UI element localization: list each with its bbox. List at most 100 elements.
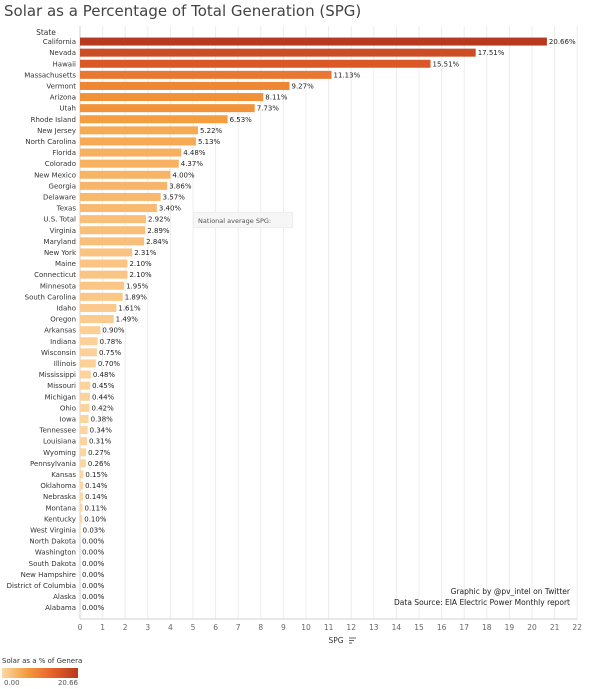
- x-tick-label: 9: [281, 623, 286, 632]
- bar: [80, 37, 547, 46]
- category-label: Oregon: [50, 316, 76, 324]
- category-label: Indiana: [50, 338, 76, 346]
- category-label: Nebraska: [43, 493, 76, 501]
- category-label: New Mexico: [34, 171, 76, 179]
- bar: [80, 470, 84, 479]
- data-label: 0.10%: [84, 515, 107, 523]
- data-label: 0.11%: [84, 504, 107, 512]
- category-label: North Carolina: [25, 138, 76, 146]
- bar: [80, 148, 182, 157]
- category-label: Nevada: [49, 49, 76, 57]
- data-label: 2.84%: [146, 238, 169, 246]
- x-tick-label: 0: [78, 623, 83, 632]
- data-label: 20.66%: [549, 38, 576, 46]
- category-label: South Dakota: [29, 560, 76, 568]
- category-label: Massachusetts: [24, 71, 76, 79]
- x-tick-label: 4: [168, 623, 173, 632]
- category-label: New Jersey: [37, 127, 76, 135]
- source-line: Data Source: EIA Electric Power Monthly …: [394, 598, 570, 607]
- data-label: 1.95%: [126, 282, 149, 290]
- category-label: Connecticut: [34, 271, 76, 279]
- grid-lines: [79, 26, 578, 619]
- category-label: Florida: [52, 149, 76, 157]
- bar: [80, 303, 117, 312]
- legend-title: Solar as a % of Generat..: [2, 657, 82, 665]
- bar: [80, 181, 168, 190]
- data-label: 0.90%: [102, 327, 125, 335]
- bar-chart: State California 20.66% Nevada 17.51% Hawaii…: [7, 26, 582, 645]
- category-label: Texas: [56, 205, 77, 213]
- bar: [80, 481, 84, 490]
- category-label: Arkansas: [44, 327, 76, 335]
- category-label: Kansas: [51, 471, 76, 479]
- category-label: North Dakota: [29, 538, 76, 546]
- category-label: California: [43, 38, 76, 46]
- data-label: 0.14%: [85, 482, 108, 490]
- category-label: Iowa: [60, 415, 76, 423]
- category-label: Alaska: [53, 593, 76, 601]
- data-label: 9.27%: [292, 82, 315, 90]
- data-label: 0.70%: [98, 360, 121, 368]
- category-label: Vermont: [46, 82, 76, 90]
- legend-min-label: 0.00: [4, 679, 20, 687]
- category-label: Alabama: [45, 604, 76, 612]
- category-label: Montana: [45, 504, 76, 512]
- chart-title: Solar as a Percentage of Total Generatio…: [4, 2, 362, 20]
- data-label: 0.00%: [82, 571, 105, 579]
- bar: [80, 137, 196, 146]
- bar: [80, 315, 114, 324]
- data-label: 5.13%: [198, 138, 221, 146]
- x-tick-label: 15: [414, 623, 424, 632]
- x-tick-label: 19: [505, 623, 515, 632]
- bar: [80, 326, 101, 335]
- data-label: 1.61%: [118, 304, 141, 312]
- data-label: 15.51%: [433, 60, 460, 68]
- bar: [80, 93, 264, 102]
- data-label: 0.31%: [89, 438, 112, 446]
- bar: [80, 492, 84, 501]
- data-label: 0.27%: [88, 449, 111, 457]
- bar: [80, 359, 96, 368]
- data-label: 5.22%: [200, 127, 223, 135]
- bar: [80, 237, 145, 246]
- category-label: Kentucky: [44, 515, 76, 523]
- bar: [80, 204, 157, 213]
- bar: [80, 270, 128, 279]
- x-axis-title: SPG: [328, 636, 343, 645]
- data-label: 0.44%: [92, 393, 115, 401]
- category-label: Hawaii: [53, 60, 77, 68]
- data-label: 1.89%: [125, 293, 148, 301]
- bar: [80, 392, 90, 401]
- bar: [80, 370, 91, 379]
- data-label: 8.11%: [265, 94, 288, 102]
- x-tick-label: 17: [459, 623, 469, 632]
- data-label: 0.34%: [90, 427, 113, 435]
- credit-line: Graphic by @pv_intel on Twitter: [450, 587, 570, 596]
- data-label: 2.89%: [147, 227, 170, 235]
- data-label: 17.51%: [478, 49, 505, 57]
- data-label: 1.49%: [116, 316, 139, 324]
- data-label: 0.00%: [82, 549, 105, 557]
- x-tick-label: 10: [301, 623, 311, 632]
- x-tick-label: 13: [369, 623, 379, 632]
- category-label: New Hampshire: [21, 571, 76, 579]
- bar: [80, 281, 125, 290]
- bar: [80, 59, 431, 68]
- bar: [80, 126, 198, 135]
- bar: [80, 81, 290, 90]
- category-label: Ohio: [60, 404, 76, 412]
- bar: [80, 192, 161, 201]
- category-label: Missouri: [47, 382, 76, 390]
- bar: [80, 159, 179, 168]
- category-label: West Virginia: [30, 526, 76, 534]
- sort-descending-icon[interactable]: [349, 636, 357, 645]
- category-label: Mississippi: [39, 371, 76, 379]
- category-label: Oklahoma: [40, 482, 76, 490]
- bar: [80, 525, 81, 534]
- x-tick-label: 20: [527, 623, 537, 632]
- data-label: 0.00%: [82, 582, 105, 590]
- row-header: State: [36, 28, 56, 37]
- bar: [80, 115, 228, 124]
- data-label: 0.15%: [85, 471, 108, 479]
- data-label: 11.13%: [334, 71, 361, 79]
